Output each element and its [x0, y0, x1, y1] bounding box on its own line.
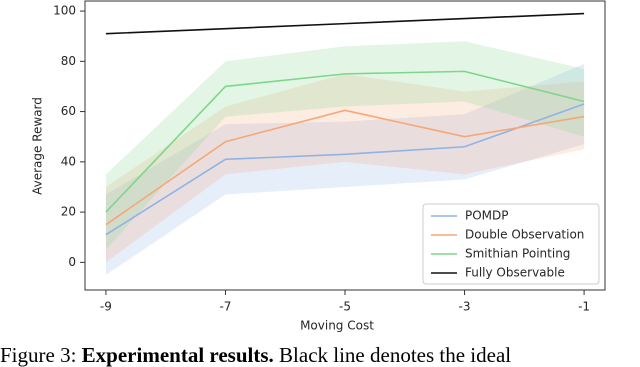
caption: Figure 3: Experimental results. Black li… [0, 343, 511, 367]
caption-text: Black line denotes the ideal [279, 343, 511, 367]
x-tick-label: -1 [578, 300, 590, 314]
confidence-band [105, 63, 585, 275]
y-axis-label: Average Reward [31, 97, 45, 195]
legend-box [422, 203, 600, 285]
line [105, 70, 585, 213]
x-tick-label: -9 [100, 300, 112, 314]
legend-label: Double Observation [465, 228, 584, 242]
caption-bold: Experimental results. [82, 343, 274, 367]
line [105, 109, 585, 226]
y-tick-label: 40 [61, 154, 76, 168]
x-tick-label: -7 [219, 300, 231, 314]
legend-label: POMDP [465, 209, 509, 223]
line [105, 12, 585, 35]
confidence-band [105, 41, 585, 250]
y-tick-label: 60 [61, 104, 76, 118]
y-tick-label: 100 [53, 4, 76, 18]
x-axis-label: Moving Cost [300, 319, 374, 333]
y-tick-label: 20 [61, 205, 76, 219]
line [105, 103, 585, 236]
y-tick-label: 0 [68, 255, 76, 269]
legend-label: Fully Observable [465, 266, 565, 280]
confidence-band [105, 73, 585, 263]
legend-label: Smithian Pointing [465, 247, 570, 261]
x-tick-label: -5 [339, 300, 351, 314]
caption-label: Figure 3: [0, 343, 76, 367]
x-tick-label: -3 [459, 300, 471, 314]
y-tick-label: 80 [61, 54, 76, 68]
